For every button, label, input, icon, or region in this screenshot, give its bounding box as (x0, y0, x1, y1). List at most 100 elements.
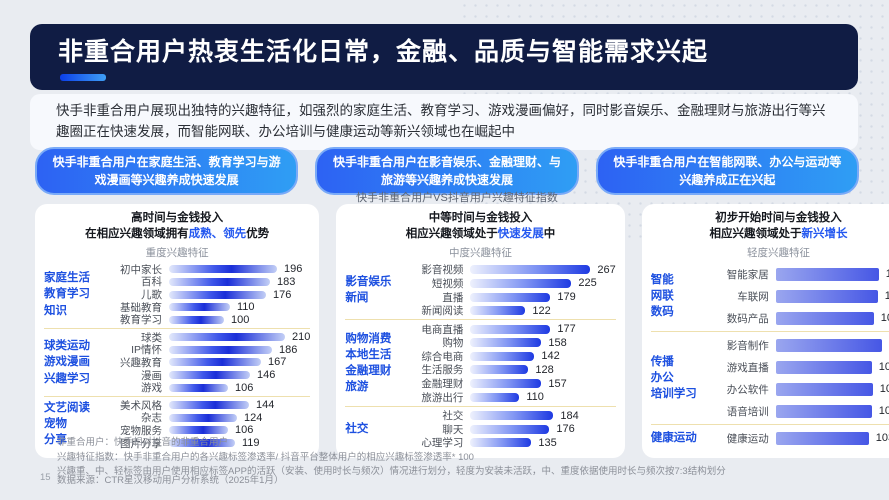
footnote-line: 兴趣重、中、轻标签由用户使用相应标签APP的活跃（安装、使用时长与频次）情况进行… (57, 466, 726, 478)
chart-bar-row: 新闻阅读 122 (403, 304, 615, 318)
bar-category-label: 初中家长 (120, 263, 162, 276)
chart-bar-row: 基础教育 110 (102, 301, 310, 314)
subtitle-highlight: 新兴增长 (801, 227, 848, 240)
subtitle-highlight: 快速发展 (497, 227, 544, 240)
bar-group: 家庭生活 教育学习 知识 初中家长 196 百科 183 儿歌 176 基础教育 110 教育学习… (44, 261, 310, 328)
bar-value: 179 (557, 291, 576, 304)
group-label: 家庭生活 教育学习 知识 (44, 272, 90, 317)
group-label: 社交 (345, 423, 369, 436)
chart-bar-row: 影音视频 267 (403, 263, 615, 277)
bar-group: 健康运动 健康运动 103 (650, 424, 889, 451)
bar-category-label: 美术风格 (120, 399, 162, 412)
chart-bar-row: 儿歌 176 (102, 288, 310, 302)
group-label: 健康运动 (650, 431, 697, 444)
bar (470, 365, 529, 375)
chart-bar-row: 数码产品 109 (709, 307, 889, 329)
bar-value: 103 (875, 432, 889, 445)
bar-value: 176 (273, 288, 292, 301)
chart-bar-row: 购物 158 (403, 336, 615, 350)
bar (470, 424, 550, 434)
bar-value: 144 (256, 399, 275, 412)
bar-value: 167 (268, 356, 287, 369)
bar-category-label: 数码产品 (726, 312, 769, 325)
chart-bar-row: 综合电商 142 (403, 350, 615, 364)
bar (169, 426, 228, 435)
bar-value: 100 (231, 313, 250, 326)
chart-bar-row: 生活服务 128 (403, 363, 615, 377)
bar-groups: 影音娱乐 新闻 影音视频 267 短视频 225 直播 179 新闻阅读 122 购物消费 本地生… (345, 261, 616, 452)
chart-bar-row: 球类 210 (102, 331, 310, 344)
degree-label: 重度兴趣特征 (145, 247, 209, 260)
bar-category-label: 游戏 (141, 382, 162, 395)
bar (169, 345, 272, 354)
bar-category-label: 游戏直播 (726, 361, 769, 374)
bar-value: 210 (292, 331, 311, 344)
bar-value: 115 (885, 268, 889, 281)
bar (169, 413, 237, 422)
data-source: 数据来源：CTR星汉移动用户分析系统（2025年1月） (57, 475, 284, 486)
chart-bar-row: 宠物服务 106 (102, 424, 310, 437)
group-label: 购物消费 本地生活 金融理财 旅游 (345, 333, 392, 394)
chart-bar-row: IP情怀 186 (102, 344, 310, 357)
bar-category-label: 电商直播 (421, 323, 464, 336)
bar (775, 267, 879, 281)
bar-value: 186 (279, 343, 298, 356)
chart-bar-row: 游戏直播 107 (709, 356, 889, 378)
bar-value: 107 (878, 361, 889, 374)
bar-category-label: 儿歌 (141, 289, 162, 302)
card-subtitle-line2: 相应兴趣领域处于快速发展中 (405, 227, 556, 240)
subtitle-highlight: 成熟、领先 (188, 227, 247, 240)
bar (470, 392, 520, 402)
bar-value: 146 (257, 369, 276, 382)
bar-category-label: 影音视频 (421, 264, 464, 277)
page-number: 15 (40, 472, 51, 483)
group-rows: 智能家居 115 车联网 113 数码产品 109 (709, 263, 889, 329)
chart-bar-row: 语音培训 107 (709, 400, 889, 422)
bar (775, 360, 872, 374)
column-header-smart-office: 快手非重合用户在智能网联、办公与运动等兴趣养成正在兴起 (595, 147, 859, 195)
bar (169, 315, 224, 324)
bar-category-label: 图片分享 (120, 437, 162, 450)
bar-category-label: 百科 (141, 276, 162, 289)
bar (169, 265, 277, 274)
page-title: 非重合用户热衷生活化日常，金融、品质与智能需求兴起 (58, 38, 709, 66)
bar-category-label: 车联网 (737, 290, 769, 303)
chart-bar-row: 社交 184 (403, 409, 615, 423)
column-header-media-finance: 快手非重合用户在影音娱乐、金融理财、与旅游等兴趣养成快速发展 (315, 147, 579, 195)
degree-label: 中度兴趣特征 (449, 247, 513, 260)
chart-bar-row: 健康运动 103 (709, 427, 889, 449)
bar (470, 379, 542, 389)
bar-group: 社交 社交 184 聊天 176 心理学习 135 (345, 405, 616, 452)
bar-category-label: 漫画 (141, 369, 162, 382)
chart-index-caption: 快手非重合用户VS抖音用户兴趣特征指数 (356, 192, 558, 204)
chart-bar-row: 百科 183 (102, 276, 310, 289)
bar-value: 122 (532, 304, 551, 317)
bar-value: 128 (535, 363, 554, 376)
group-label: 智能 网联 数码 (650, 273, 674, 319)
bar-value: 196 (284, 263, 303, 276)
bar-value: 107 (878, 405, 889, 418)
bar (169, 358, 261, 367)
footnote-line: 兴趣特征指数：快手非重合用户的各兴趣标签渗透率/ 抖音平台整体用户的相应兴趣标签… (57, 451, 474, 463)
bar-value: 184 (560, 409, 579, 422)
bar-category-label: 综合电商 (421, 350, 464, 363)
bar-value: 119 (242, 437, 260, 450)
bar-value: 176 (556, 423, 575, 436)
group-label: 文艺阅读 宠物 分享 (44, 402, 90, 447)
bar-value: 108 (879, 383, 889, 396)
bar-value: 225 (578, 277, 597, 290)
bar-category-label: 兴趣教育 (120, 356, 162, 369)
bar-category-label: 新闻阅读 (421, 305, 464, 318)
bar-category-label: 语音培训 (726, 405, 769, 418)
bar-value: 142 (541, 350, 560, 363)
chart-bar-row: 图片分享 119 (102, 437, 310, 450)
bar-category-label: 短视频 (431, 277, 464, 290)
bar-value: 157 (548, 377, 567, 390)
chart-bar-row: 初中家长 196 (102, 263, 310, 276)
group-rows: 球类 210 IP情怀 186 兴趣教育 167 漫画 146 游戏 106 (102, 331, 310, 394)
bar (470, 438, 532, 448)
interest-card-light: 初步开始时间与金钱投入 相应兴趣领域处于新兴增长 轻度兴趣特征 智能 网联 数码… (641, 204, 889, 458)
bar (470, 292, 551, 302)
bar-category-label: 金融理财 (421, 378, 464, 391)
bar-category-label: 旅游出行 (421, 391, 464, 404)
